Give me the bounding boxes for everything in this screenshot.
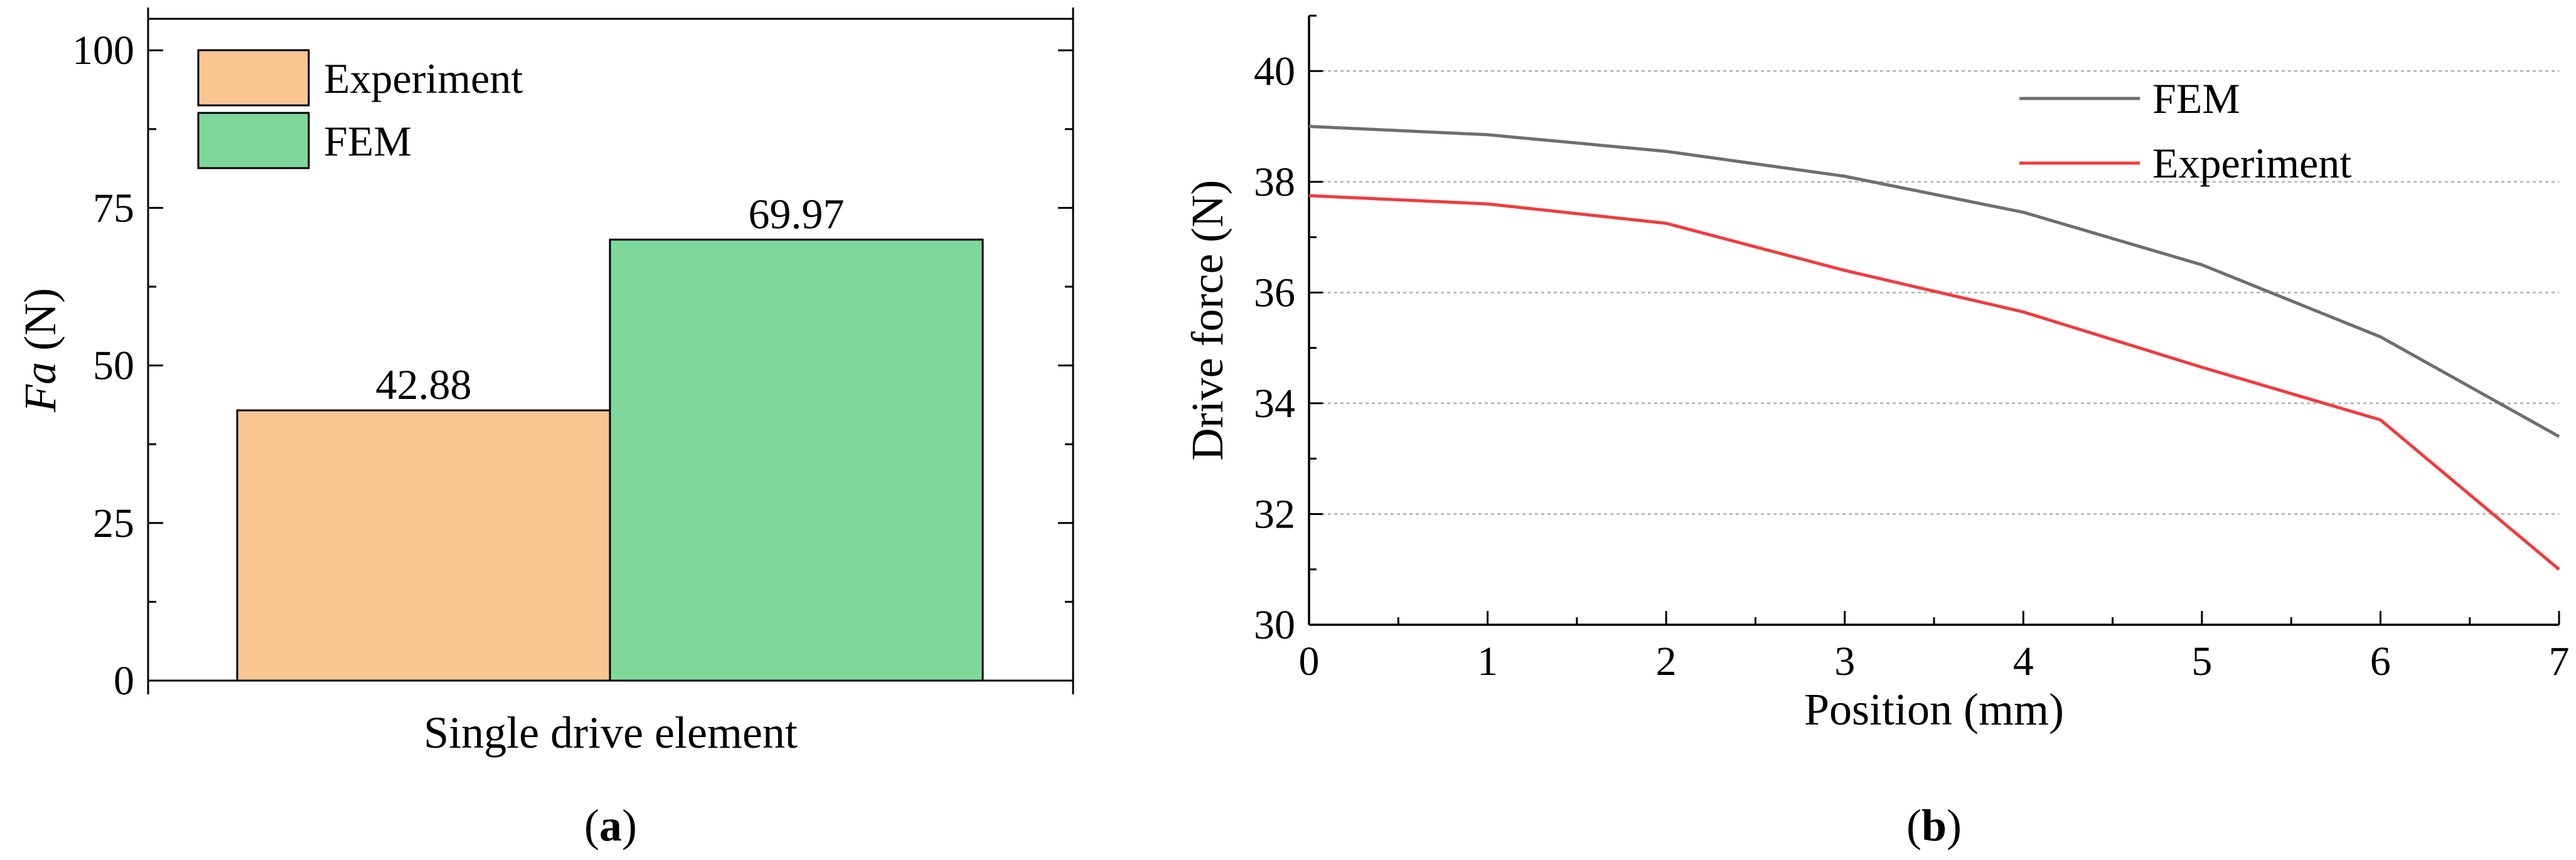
panel-label-a: (a) — [584, 800, 637, 851]
y-tick-label: 30 — [1254, 602, 1295, 648]
x-axis-title: Single drive element — [424, 708, 798, 758]
legend-label: Experiment — [324, 55, 523, 102]
panel-label-letter: b — [1921, 800, 1947, 851]
panel-label-paren: ) — [1947, 800, 1962, 851]
x-tick-label: 5 — [2191, 639, 2212, 684]
y-tick-label: 32 — [1254, 491, 1295, 537]
panel-label-paren: ( — [584, 800, 599, 851]
y-tick-label: 40 — [1254, 48, 1295, 94]
legend-label: FEM — [2152, 75, 2240, 122]
panel-label-b: (b) — [1906, 800, 1962, 851]
y-axis-title-unit: (N) — [15, 288, 65, 362]
x-tick-label: 1 — [1477, 639, 1498, 684]
bar-fem — [609, 238, 984, 682]
bar-data-label: 69.97 — [749, 190, 845, 238]
y-tick-label: 100 — [72, 28, 134, 73]
x-axis-title: Position (mm) — [1804, 684, 2064, 735]
x-tick-label: 3 — [1834, 639, 1855, 684]
x-tick-label: 7 — [2549, 639, 2570, 684]
panel-label-letter: a — [599, 800, 622, 851]
bar-experiment — [236, 409, 611, 682]
legend-swatch-fem — [197, 112, 310, 169]
legend-label: FEM — [324, 117, 412, 165]
y-tick-label: 34 — [1254, 381, 1295, 427]
y-axis-title: Fa (N) — [15, 288, 65, 413]
y-axis-title-symbol: Fa — [15, 362, 65, 413]
panel-label-paren: ) — [622, 800, 637, 851]
panel-label-paren: ( — [1906, 800, 1921, 851]
y-tick-label: 36 — [1254, 270, 1295, 316]
y-axis-title: Drive force (N) — [1182, 180, 1232, 461]
plot-frame — [147, 18, 1074, 682]
y-tick-label: 25 — [93, 501, 134, 546]
y-tick-label: 38 — [1254, 159, 1295, 205]
series-line-experiment — [1308, 194, 2560, 571]
x-tick-label: 0 — [1299, 639, 1320, 684]
bar-data-label: 42.88 — [376, 361, 472, 408]
y-tick-label: 50 — [93, 343, 134, 389]
legend-swatch-experiment — [197, 49, 310, 107]
x-tick-label: 2 — [1656, 639, 1677, 684]
panel-a-bar-chart: 0 25 50 75 100 42.88 69.97 Experiment FEM Single … — [15, 8, 1074, 851]
x-tick-label: 6 — [2370, 639, 2391, 684]
x-tick-label: 4 — [2013, 639, 2034, 684]
y-tick-label: 75 — [93, 185, 134, 231]
y-tick-label: 0 — [114, 658, 134, 704]
series-line-fem — [1308, 125, 2560, 438]
legend-label: Experiment — [2152, 139, 2351, 187]
